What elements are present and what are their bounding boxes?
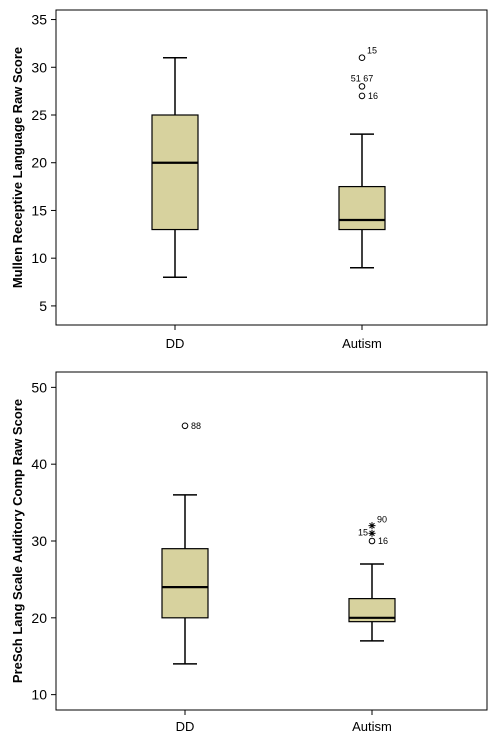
outlier-star [368,529,376,537]
plot-frame [55,371,488,711]
boxplot-chart-mullen: 5 10 15 20 25 30 35 Mullen Receptive Language R… [10,9,488,351]
y-tick-label: 5 [39,298,47,314]
x-tick-label-dd: DD [176,719,195,734]
boxplot-chart-presch: 10 20 30 40 50 PreSch Lang Scale Auditory Com… [10,371,488,734]
y-tick-label: 10 [31,687,47,703]
y-tick-label: 10 [31,250,47,266]
y-tick-label: 35 [31,12,47,28]
y-tick-label: 20 [31,610,47,626]
y-axis-label: PreSch Lang Scale Auditory Comp Raw Scor… [10,399,25,683]
y-tick-label: 30 [31,59,47,75]
box-autism [338,185,386,231]
y-tick-label: 15 [31,202,47,218]
outlier-star [368,522,376,530]
box-dd [161,548,209,619]
box-autism [348,598,396,623]
y-tick-label: 25 [31,107,47,123]
outlier-label: 15 [358,527,368,537]
outlier-label: 15 [367,46,377,56]
outlier-circle [358,54,366,62]
outlier-star-stroke [369,530,375,537]
x-tick-label-dd: DD [166,336,185,351]
x-tick-label-autism: Autism [352,719,392,734]
outlier-circle [181,422,189,430]
y-tick-label: 40 [31,456,47,472]
y-tick-label: 20 [31,155,47,171]
y-axis-label: Mullen Receptive Language Raw Score [10,47,25,288]
outlier-label: 90 [377,515,387,525]
outlier-label: 88 [191,421,201,431]
outlier-circle [368,537,376,545]
y-tick-label: 30 [31,533,47,549]
outlier-label: 16 [378,536,388,546]
outlier-label: 51 67 [351,73,374,83]
outlier-star-stroke [369,522,375,529]
box-dd [151,114,199,231]
y-tick-label: 50 [31,379,47,395]
outlier-circle [358,83,366,90]
outlier-circle [358,92,366,100]
plot-frame [55,9,488,326]
x-tick-label-autism: Autism [342,336,382,351]
outlier-label: 16 [368,91,378,101]
